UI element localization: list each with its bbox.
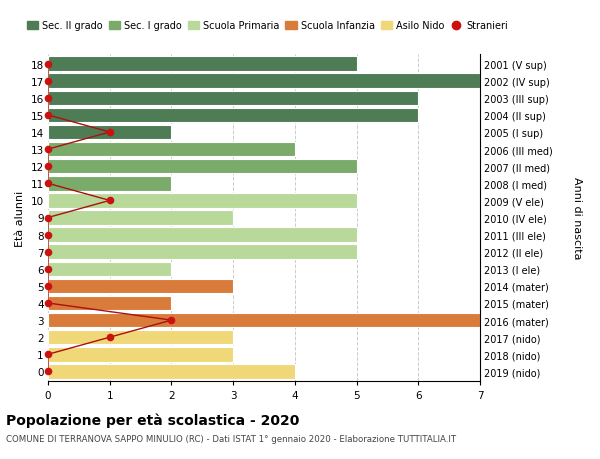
Point bbox=[43, 78, 53, 85]
Point bbox=[43, 283, 53, 290]
Bar bbox=[48, 160, 356, 174]
Bar bbox=[48, 279, 233, 293]
Legend: Sec. II grado, Sec. I grado, Scuola Primaria, Scuola Infanzia, Asilo Nido, Stran: Sec. II grado, Sec. I grado, Scuola Prim… bbox=[23, 17, 512, 35]
Bar bbox=[48, 177, 172, 191]
Bar bbox=[48, 108, 418, 123]
Bar bbox=[48, 364, 295, 379]
Bar bbox=[48, 57, 356, 72]
Point bbox=[105, 129, 115, 136]
Bar bbox=[48, 228, 356, 242]
Point bbox=[43, 351, 53, 358]
Bar bbox=[48, 347, 233, 362]
Point bbox=[43, 180, 53, 188]
Bar bbox=[48, 143, 295, 157]
Point bbox=[43, 95, 53, 102]
Y-axis label: Anni di nascita: Anni di nascita bbox=[572, 177, 583, 259]
Bar bbox=[48, 125, 172, 140]
Bar bbox=[48, 330, 233, 345]
Point bbox=[43, 368, 53, 375]
Point bbox=[43, 214, 53, 222]
Point bbox=[43, 248, 53, 256]
Bar bbox=[48, 74, 480, 89]
Point bbox=[43, 61, 53, 68]
Bar bbox=[48, 194, 356, 208]
Point bbox=[167, 317, 176, 324]
Point bbox=[105, 334, 115, 341]
Text: Popolazione per età scolastica - 2020: Popolazione per età scolastica - 2020 bbox=[6, 413, 299, 428]
Y-axis label: Età alunni: Età alunni bbox=[15, 190, 25, 246]
Point bbox=[43, 266, 53, 273]
Bar bbox=[48, 262, 172, 276]
Bar bbox=[48, 313, 480, 328]
Point bbox=[43, 112, 53, 119]
Bar bbox=[48, 91, 418, 106]
Point bbox=[43, 231, 53, 239]
Bar bbox=[48, 245, 356, 259]
Bar bbox=[48, 296, 172, 311]
Point bbox=[105, 197, 115, 205]
Point bbox=[43, 146, 53, 153]
Text: COMUNE DI TERRANOVA SAPPO MINULIO (RC) - Dati ISTAT 1° gennaio 2020 - Elaborazio: COMUNE DI TERRANOVA SAPPO MINULIO (RC) -… bbox=[6, 434, 456, 443]
Point bbox=[43, 300, 53, 307]
Point bbox=[43, 163, 53, 170]
Bar bbox=[48, 211, 233, 225]
